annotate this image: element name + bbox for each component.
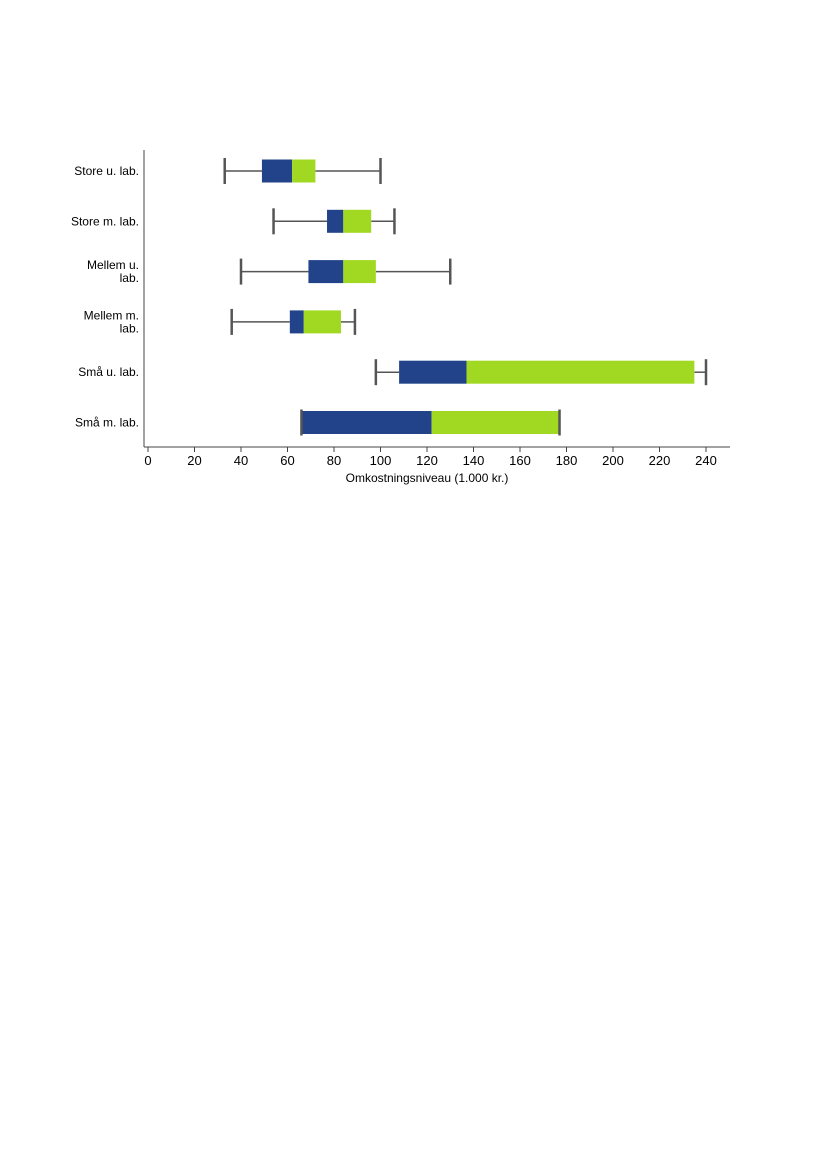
- category-label-line: Små u. lab.: [78, 365, 139, 379]
- category-label-line: Mellem m.: [84, 308, 139, 322]
- category-label: Små m. lab.: [75, 416, 139, 430]
- box-lower-quartile: [289, 310, 304, 334]
- box-lower-quartile: [301, 411, 432, 434]
- category-label: Store u. lab.: [74, 164, 139, 178]
- category-labels: Store u. lab.Store m. lab.Mellem u. lab.M…: [71, 164, 139, 430]
- x-tick-label: 60: [280, 453, 294, 468]
- box-upper-quartile: [466, 360, 695, 384]
- category-label-line: Små m. lab.: [75, 416, 139, 430]
- box-lower-quartile: [261, 159, 293, 183]
- box-upper-quartile: [343, 260, 376, 284]
- box-row: [239, 258, 452, 285]
- category-label-line: Store m. lab.: [71, 214, 139, 228]
- box-lower-quartile: [308, 260, 344, 284]
- box-row: [223, 158, 382, 184]
- box-row: [230, 308, 357, 335]
- category-label: Store m. lab.: [71, 214, 139, 228]
- plot-area: [223, 158, 708, 436]
- category-label: Mellem m. lab.: [84, 308, 139, 335]
- x-tick-label: 80: [327, 453, 341, 468]
- x-tick-label: 140: [463, 453, 485, 468]
- box-upper-quartile: [292, 159, 316, 183]
- x-tick-label: 220: [649, 453, 671, 468]
- x-axis-title: Omkostningsniveau (1.000 kr.): [346, 471, 509, 485]
- box-upper-quartile: [303, 310, 341, 334]
- box-lower-quartile: [399, 360, 467, 384]
- category-label: Små u. lab.: [78, 365, 139, 379]
- x-tick-label: 120: [416, 453, 438, 468]
- box-upper-quartile: [343, 209, 372, 233]
- category-label-line: Store u. lab.: [74, 164, 139, 178]
- x-tick-label: 40: [234, 453, 248, 468]
- box-row: [272, 208, 396, 235]
- x-tick-label: 240: [695, 453, 717, 468]
- category-label-line: lab.: [120, 271, 139, 285]
- x-tick-label: 100: [370, 453, 392, 468]
- category-label-line: lab.: [120, 321, 139, 335]
- category-label-line: Mellem u.: [87, 258, 139, 272]
- box-row: [300, 409, 561, 436]
- x-axis-ticks: 0 20 40 60 80 100 120 140 160 180 200 220 240: [144, 447, 717, 468]
- x-tick-label: 200: [602, 453, 624, 468]
- x-tick-label: 180: [556, 453, 578, 468]
- x-tick-label: 0: [144, 453, 151, 468]
- box-upper-quartile: [431, 411, 560, 434]
- x-tick-label: 160: [509, 453, 531, 468]
- category-label: Mellem u. lab.: [87, 258, 139, 285]
- x-tick-label: 20: [187, 453, 201, 468]
- box-row: [374, 359, 708, 386]
- box-lower-quartile: [327, 209, 344, 233]
